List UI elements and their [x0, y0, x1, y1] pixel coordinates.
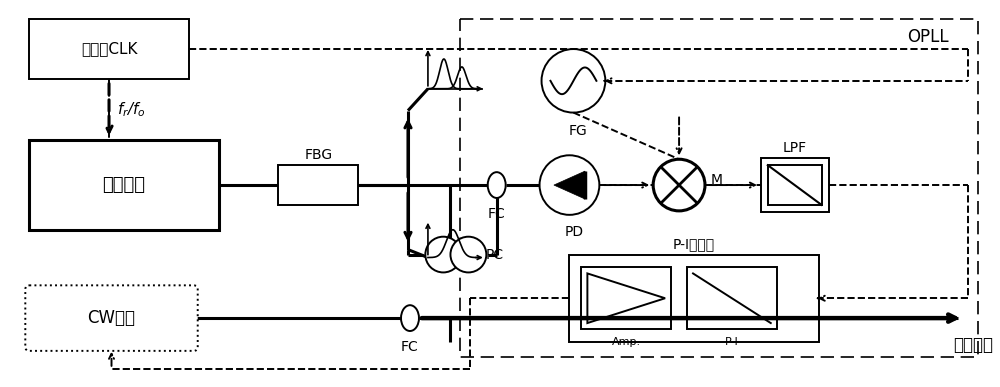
Bar	[278, 165, 358, 205]
Text: FC: FC	[401, 340, 419, 354]
Text: 稳频输出: 稳频输出	[953, 336, 993, 354]
Text: P-I: P-I	[725, 337, 739, 347]
Text: M: M	[711, 173, 723, 187]
Text: Amp.: Amp.	[612, 337, 641, 347]
Text: OPLL: OPLL	[907, 28, 949, 46]
Bar	[687, 267, 777, 329]
Circle shape	[653, 159, 705, 211]
FancyBboxPatch shape	[25, 285, 198, 351]
Bar	[581, 267, 671, 329]
Ellipse shape	[401, 305, 419, 331]
Text: 飞秒光梳: 飞秒光梳	[102, 176, 145, 194]
Text: FBG: FBG	[304, 148, 332, 162]
Polygon shape	[554, 171, 585, 199]
Bar	[29, 19, 189, 79]
Circle shape	[540, 155, 599, 215]
Text: CW激光: CW激光	[88, 309, 136, 327]
Text: 原子钟CLK: 原子钟CLK	[81, 41, 137, 57]
Text: LPF: LPF	[783, 141, 807, 155]
Text: PC: PC	[486, 248, 504, 262]
Bar	[768, 165, 822, 205]
Circle shape	[542, 49, 605, 113]
Text: FG: FG	[569, 125, 588, 139]
Bar	[761, 158, 829, 212]
Bar	[569, 255, 819, 342]
Text: $f_r$/$f_o$: $f_r$/$f_o$	[117, 100, 146, 119]
Text: P-I控制器: P-I控制器	[673, 238, 715, 252]
Circle shape	[425, 237, 461, 272]
Ellipse shape	[488, 172, 506, 198]
Circle shape	[450, 237, 486, 272]
Bar	[460, 19, 978, 357]
Text: PD: PD	[565, 225, 584, 239]
Text: FC: FC	[488, 207, 506, 221]
Bar	[29, 140, 219, 230]
